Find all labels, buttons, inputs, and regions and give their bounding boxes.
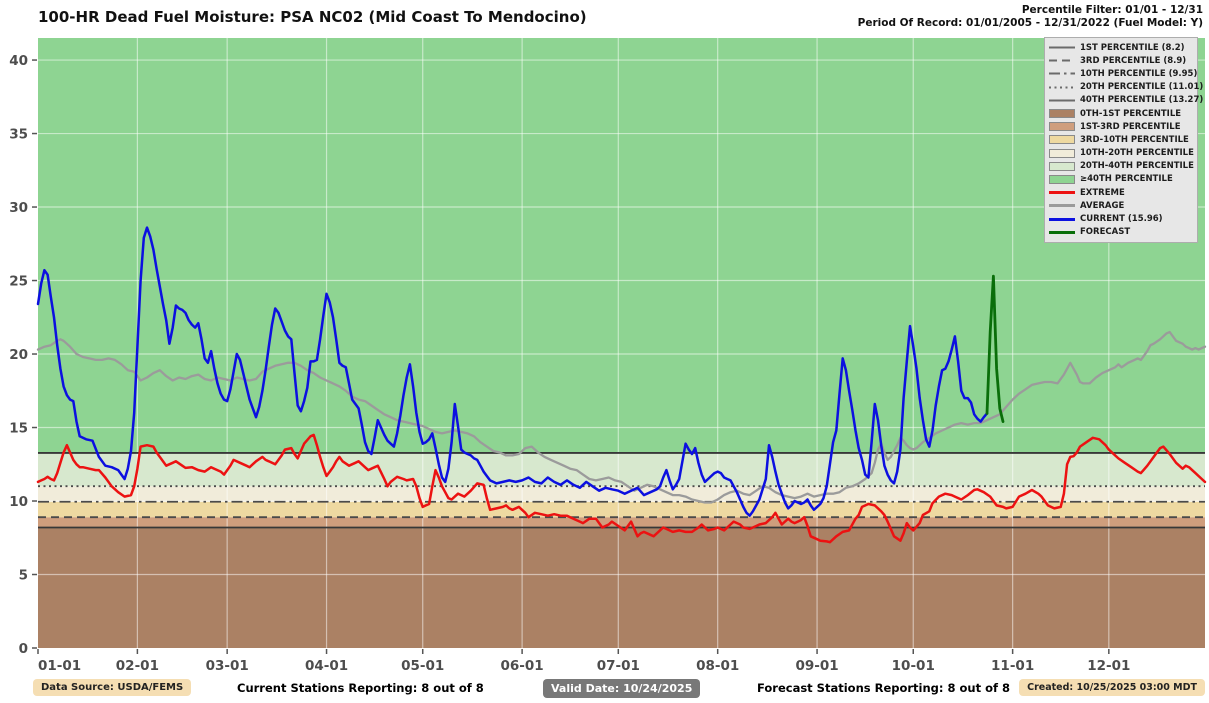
x-tick-label: 10-01 xyxy=(892,658,935,674)
period-of-record-label: Period Of Record: 01/01/2005 - 12/31/202… xyxy=(857,17,1203,29)
y-tick-label: 5 xyxy=(19,568,28,584)
y-tick-label: 40 xyxy=(9,53,28,69)
x-tick-label: 09-01 xyxy=(795,658,838,674)
y-tick-label: 10 xyxy=(9,494,28,510)
legend-swatch xyxy=(1049,148,1075,158)
legend-label: FORECAST xyxy=(1080,227,1131,238)
x-tick-label: 12-01 xyxy=(1087,658,1130,674)
legend-item: EXTREME xyxy=(1049,186,1193,199)
legend-line-sample xyxy=(1049,46,1075,49)
legend-item: 1ST PERCENTILE (8.2) xyxy=(1049,41,1193,54)
legend-label: 10TH PERCENTILE (9.95) xyxy=(1080,68,1198,79)
x-tick-label: 01-01 xyxy=(38,658,81,674)
x-tick-label: 05-01 xyxy=(401,658,444,674)
data-source-badge: Data Source: USDA/FEMS xyxy=(33,679,192,696)
legend-label: 1ST-3RD PERCENTILE xyxy=(1080,121,1181,132)
percentile-filter-label: Percentile Filter: 01/01 - 12/31 xyxy=(1021,4,1203,16)
legend-label: 40TH PERCENTILE (13.27) xyxy=(1080,95,1204,106)
legend-item: FORECAST xyxy=(1049,226,1193,239)
page-title: 100-HR Dead Fuel Moisture: PSA NC02 (Mid… xyxy=(38,8,587,26)
legend-label: CURRENT (15.96) xyxy=(1080,214,1163,225)
band-0th-1st-percentile xyxy=(38,527,1205,648)
y-tick-label: 25 xyxy=(9,274,28,290)
x-tick-label: 06-01 xyxy=(501,658,544,674)
created-badge: Created: 10/25/2025 03:00 MDT xyxy=(1019,679,1205,696)
y-tick-label: 30 xyxy=(9,200,28,216)
legend-swatch xyxy=(1049,122,1075,132)
legend-swatch xyxy=(1049,135,1075,145)
forecast-stations-label: Forecast Stations Reporting: 8 out of 8 xyxy=(757,681,1011,695)
x-tick-label: 02-01 xyxy=(116,658,159,674)
legend-line-sample xyxy=(1049,72,1075,75)
legend-line-sample xyxy=(1049,204,1075,208)
header-meta: Percentile Filter: 01/01 - 12/31 Period … xyxy=(858,4,1203,30)
legend-item: 40TH PERCENTILE (13.27) xyxy=(1049,94,1203,107)
band-10th-20th-percentile xyxy=(38,486,1205,502)
legend-item: 0TH-1ST PERCENTILE xyxy=(1049,107,1193,120)
legend-line-sample xyxy=(1049,59,1075,62)
legend-label: 3RD-10TH PERCENTILE xyxy=(1080,134,1189,145)
band-1st-3rd-percentile xyxy=(38,517,1205,528)
legend-label: 3RD PERCENTILE (8.9) xyxy=(1080,55,1187,66)
series-current xyxy=(36,226,989,517)
x-tick-label: 08-01 xyxy=(696,658,739,674)
legend-label: ≥40TH PERCENTILE xyxy=(1080,174,1173,185)
y-tick-label: 20 xyxy=(9,347,28,363)
legend-item: 10TH-20TH PERCENTILE xyxy=(1049,147,1194,160)
legend-label: 10TH-20TH PERCENTILE xyxy=(1080,148,1194,159)
legend-item: AVERAGE xyxy=(1049,199,1193,212)
band--40th-percentile xyxy=(38,38,1205,453)
legend-line-sample xyxy=(1049,86,1075,89)
legend-swatch xyxy=(1049,161,1075,171)
footer-bar: Data Source: USDA/FEMS Current Stations … xyxy=(0,676,1209,703)
legend-label: EXTREME xyxy=(1080,187,1125,198)
band-20th-40th-percentile xyxy=(38,452,1205,487)
legend-line-sample xyxy=(1049,99,1075,102)
legend-item: 1ST-3RD PERCENTILE xyxy=(1049,120,1193,133)
legend-item: ≥40TH PERCENTILE xyxy=(1049,173,1193,186)
legend-label: AVERAGE xyxy=(1080,200,1125,211)
x-tick-label: 04-01 xyxy=(305,658,348,674)
legend-label: 1ST PERCENTILE (8.2) xyxy=(1080,42,1185,53)
legend-item: 20TH-40TH PERCENTILE xyxy=(1049,160,1194,173)
legend-label: 20TH-40TH PERCENTILE xyxy=(1080,161,1194,172)
legend-swatch xyxy=(1049,174,1075,184)
valid-date-badge: Valid Date: 10/24/2025 xyxy=(543,679,701,698)
current-stations-label: Current Stations Reporting: 8 out of 8 xyxy=(237,681,484,695)
legend-item: 3RD PERCENTILE (8.9) xyxy=(1049,54,1193,67)
fuel-moisture-chart: 0 5 10 15 20 25 30 35 40 01-01 02-01 03-01 04-01 05-0… xyxy=(9,38,1207,674)
legend-item: 20TH PERCENTILE (11.01) xyxy=(1049,81,1203,94)
legend-line-sample xyxy=(1049,230,1075,234)
legend-swatch xyxy=(1049,109,1075,119)
x-tick-label: 03-01 xyxy=(206,658,249,674)
series-extreme xyxy=(36,433,1207,544)
legend-label: 20TH PERCENTILE (11.01) xyxy=(1080,82,1204,93)
chart-legend: 1ST PERCENTILE (8.2) 3RD PERCENTILE (8.9)… xyxy=(1044,37,1203,243)
band-3rd-10th-percentile xyxy=(38,501,1205,518)
legend-line-sample xyxy=(1049,191,1075,195)
y-tick-label: 35 xyxy=(9,127,28,143)
y-tick-label: 15 xyxy=(9,421,28,437)
series-forecast xyxy=(985,274,1005,424)
y-tick-label: 0 xyxy=(19,641,28,657)
legend-item: 10TH PERCENTILE (9.95) xyxy=(1049,67,1197,80)
legend-item: CURRENT (15.96) xyxy=(1049,212,1193,225)
legend-label: 0TH-1ST PERCENTILE xyxy=(1080,108,1182,119)
x-tick-label: 11-01 xyxy=(991,658,1034,674)
x-tick-label: 07-01 xyxy=(597,658,640,674)
legend-line-sample xyxy=(1049,217,1075,221)
chart-area: 0 5 10 15 20 25 30 35 40 01-01 02-01 03-01 04-01 05-0… xyxy=(9,37,1207,674)
legend-item: 3RD-10TH PERCENTILE xyxy=(1049,133,1193,146)
